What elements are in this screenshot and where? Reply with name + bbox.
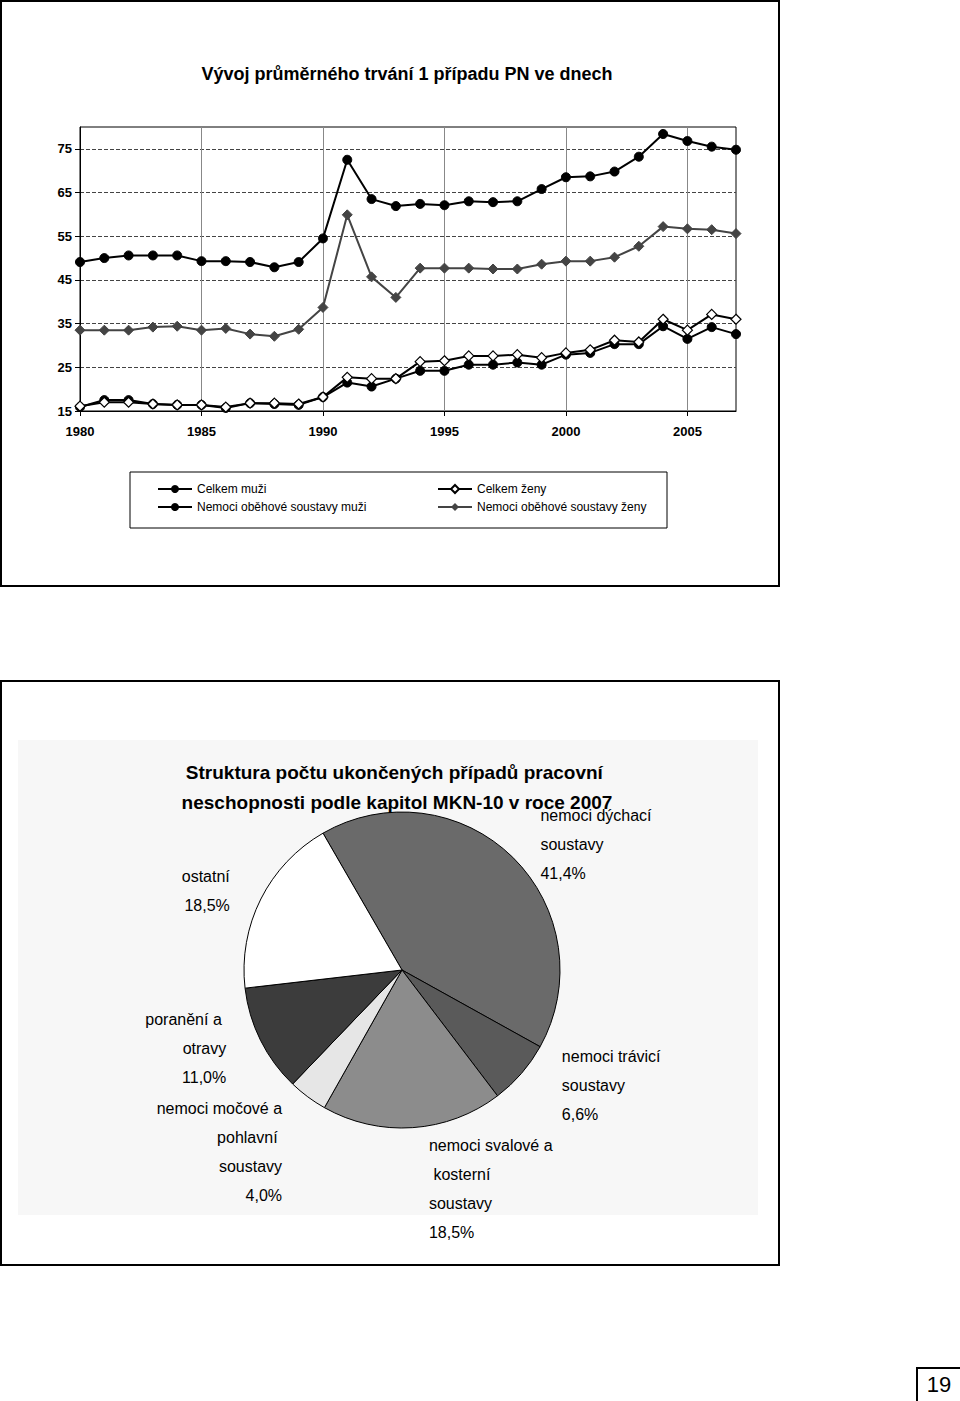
svg-text:6,6%: 6,6% (562, 1106, 598, 1123)
svg-text:nemoci dýchací: nemoci dýchací (540, 807, 656, 824)
svg-text:kosterní: kosterní (429, 1166, 495, 1183)
svg-text:65: 65 (58, 185, 72, 200)
svg-text:41,4%: 41,4% (540, 865, 585, 882)
svg-text:25: 25 (58, 360, 72, 375)
svg-text:2005: 2005 (673, 424, 702, 439)
svg-text:poranění a: poranění a (145, 1011, 226, 1028)
svg-text:Nemoci oběhové soustavy ženy: Nemoci oběhové soustavy ženy (477, 500, 646, 514)
svg-text:2000: 2000 (551, 424, 580, 439)
svg-text:neschopnosti podle kapitol MKN: neschopnosti podle kapitol MKN-10 v roce… (182, 792, 613, 813)
svg-text:nemoci močové a: nemoci močové a (157, 1100, 282, 1117)
svg-text:nemoci trávicí: nemoci trávicí (562, 1048, 665, 1065)
svg-text:Struktura počtu ukončených pří: Struktura počtu ukončených případů praco… (186, 762, 608, 783)
svg-text:15: 15 (58, 404, 72, 419)
svg-text:1980: 1980 (66, 424, 95, 439)
svg-text:45: 45 (58, 272, 72, 287)
html-text:19: 19 (926, 1372, 952, 1397)
svg-text:75: 75 (58, 141, 72, 156)
svg-text:35: 35 (58, 316, 72, 331)
svg-text:soustavy: soustavy (219, 1158, 282, 1175)
svg-text:otravy: otravy (183, 1040, 227, 1057)
svg-text:1985: 1985 (187, 424, 216, 439)
svg-text:pohlavní: pohlavní (213, 1129, 282, 1146)
svg-text:1995: 1995 (430, 424, 459, 439)
svg-text:11,0%: 11,0% (182, 1069, 226, 1086)
svg-text:Vývoj průměrného trvání 1 příp: Vývoj průměrného trvání 1 případu PN ve … (201, 64, 612, 84)
svg-text:18,5%: 18,5% (184, 897, 229, 914)
svg-text:Celkem muži: Celkem muži (197, 482, 266, 496)
svg-text:4,0%: 4,0% (246, 1187, 282, 1204)
svg-text:Celkem ženy: Celkem ženy (477, 482, 546, 496)
svg-text:1990: 1990 (309, 424, 338, 439)
svg-text:55: 55 (58, 229, 72, 244)
svg-text:soustavy: soustavy (429, 1195, 492, 1212)
svg-text:soustavy: soustavy (562, 1077, 625, 1094)
svg-text:Nemoci oběhové soustavy muži: Nemoci oběhové soustavy muži (197, 500, 366, 514)
svg-text:nemoci svalové a: nemoci svalové a (429, 1137, 553, 1154)
svg-text:18,5%: 18,5% (429, 1224, 474, 1241)
svg-text:soustavy: soustavy (540, 836, 603, 853)
svg-text:ostatní: ostatní (182, 868, 231, 885)
